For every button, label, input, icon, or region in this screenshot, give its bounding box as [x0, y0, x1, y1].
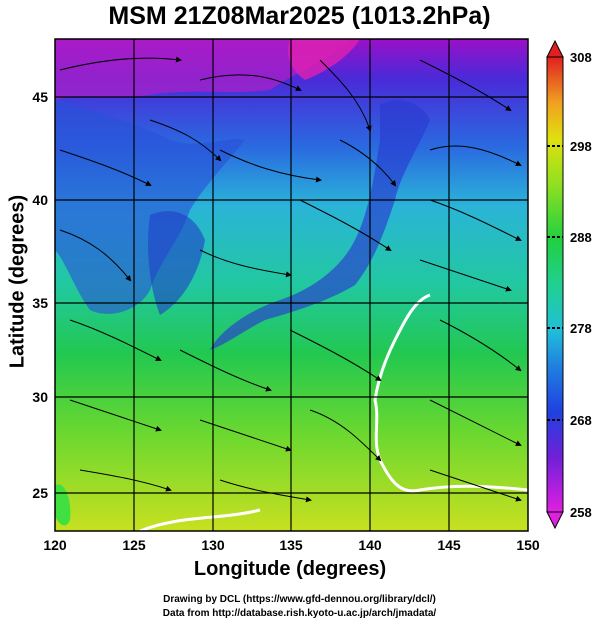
- x-tick-label: 120: [43, 537, 67, 553]
- map-grid: [55, 39, 528, 531]
- x-axis-label: Longitude (degrees): [193, 558, 387, 580]
- colorbar-max-arrow: [546, 39, 564, 58]
- y-tick-label: 25: [32, 485, 48, 501]
- data-credit: Data from http://database.rish.kyoto-u.a…: [162, 608, 437, 619]
- x-tick-label: 145: [437, 537, 461, 553]
- colorbar-scale: [546, 56, 564, 513]
- colorbar-min-arrow: [546, 511, 564, 530]
- isotherm-contour-south: [139, 508, 261, 531]
- x-tick-label: 140: [358, 537, 382, 553]
- colorbar-tick-label: 298: [570, 139, 592, 154]
- taiwan-landmass: [55, 484, 71, 526]
- y-tick-label: 40: [32, 192, 48, 208]
- colorbar: 308 298 288 278 268 258: [546, 39, 592, 530]
- x-tick-label: 125: [122, 537, 146, 553]
- y-tick-labels: 25 30 35 40 45: [32, 89, 48, 501]
- drawing-credit: Drawing by DCL (https://www.gfd-dennou.o…: [163, 594, 436, 605]
- colorbar-tick-label: 268: [570, 413, 592, 428]
- wind-streamlines: [59, 56, 522, 503]
- y-tick-label: 30: [32, 389, 48, 405]
- colorbar-tick-marks: [547, 145, 563, 421]
- japan-landmass: [210, 100, 430, 350]
- colorbar-tick-label: 288: [570, 230, 592, 245]
- y-axis-label: Latitude (degrees): [6, 194, 29, 369]
- map-field: [55, 39, 528, 531]
- colorbar-tick-label: 278: [570, 321, 592, 336]
- x-tick-label: 135: [279, 537, 303, 553]
- colorbar-tick-label: 258: [570, 505, 592, 520]
- korea-peninsula: [148, 211, 205, 315]
- x-tick-label: 150: [516, 537, 540, 553]
- x-tick-label: 130: [201, 537, 225, 553]
- y-tick-label: 35: [32, 295, 48, 311]
- isotherm-contour: [373, 293, 528, 493]
- asia-landmass: [55, 100, 245, 314]
- y-tick-label: 45: [32, 89, 48, 105]
- map-title: MSM 21Z08Mar2025 (1013.2hPa): [108, 2, 491, 30]
- coldest-region: [288, 39, 360, 80]
- colorbar-tick-label: 308: [570, 50, 592, 65]
- cold-region: [55, 39, 350, 100]
- plot-frame: [54, 38, 529, 532]
- x-tick-labels: 120 125 130 135 140 145 150: [43, 537, 540, 553]
